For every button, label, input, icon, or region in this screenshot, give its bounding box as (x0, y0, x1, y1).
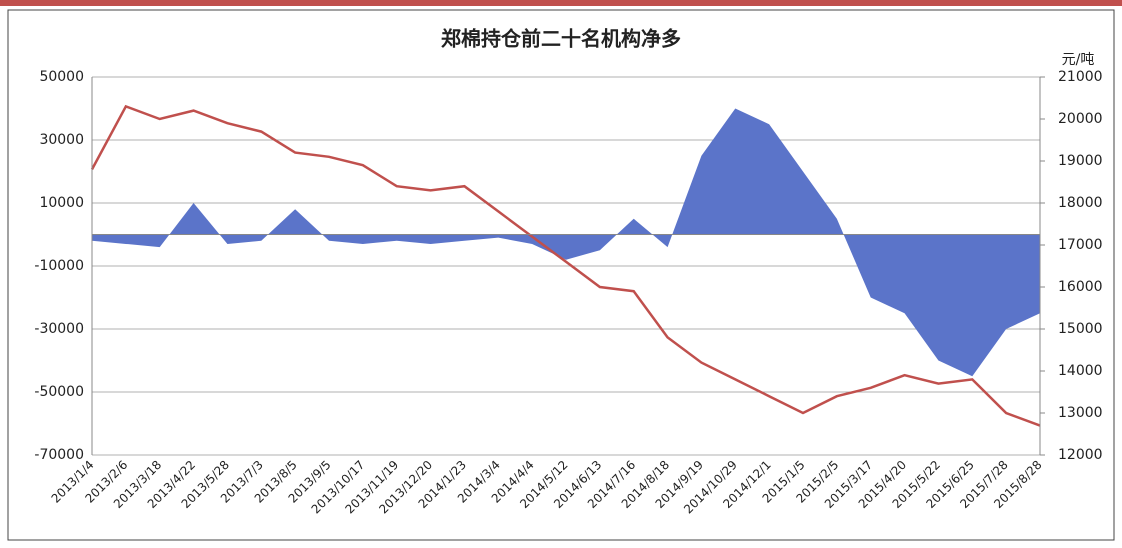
y-tick-label: 30000 (39, 132, 84, 148)
y2-tick-label: 17000 (1058, 237, 1103, 253)
y2-tick-label: 18000 (1058, 195, 1103, 211)
y2-tick-label: 12000 (1058, 447, 1103, 463)
y-tick-label: -30000 (34, 321, 84, 337)
y2-tick-label: 20000 (1058, 111, 1103, 127)
y2-axis-label: 元/吨 (1062, 52, 1095, 68)
y2-tick-label: 14000 (1058, 363, 1103, 379)
top-bar (0, 0, 1122, 6)
frame (7, 9, 1115, 541)
y2-tick-label: 19000 (1058, 153, 1103, 169)
price-line (90, 104, 1041, 427)
y-tick-label: -70000 (34, 447, 84, 463)
area (92, 108, 1040, 377)
y2-tick-label: 15000 (1058, 321, 1103, 337)
y-tick-label: -50000 (34, 384, 84, 400)
y-tick-label: 10000 (39, 195, 84, 211)
y2-tick-label: 21000 (1058, 69, 1103, 85)
y-tick-label: 50000 (39, 69, 84, 85)
y2-tick-label: 13000 (1058, 405, 1103, 421)
y2-tick-label: 16000 (1058, 279, 1103, 295)
y-tick-label: -10000 (34, 258, 84, 274)
chart-title: 郑棉持仓前二十名机构净多 (441, 27, 681, 51)
